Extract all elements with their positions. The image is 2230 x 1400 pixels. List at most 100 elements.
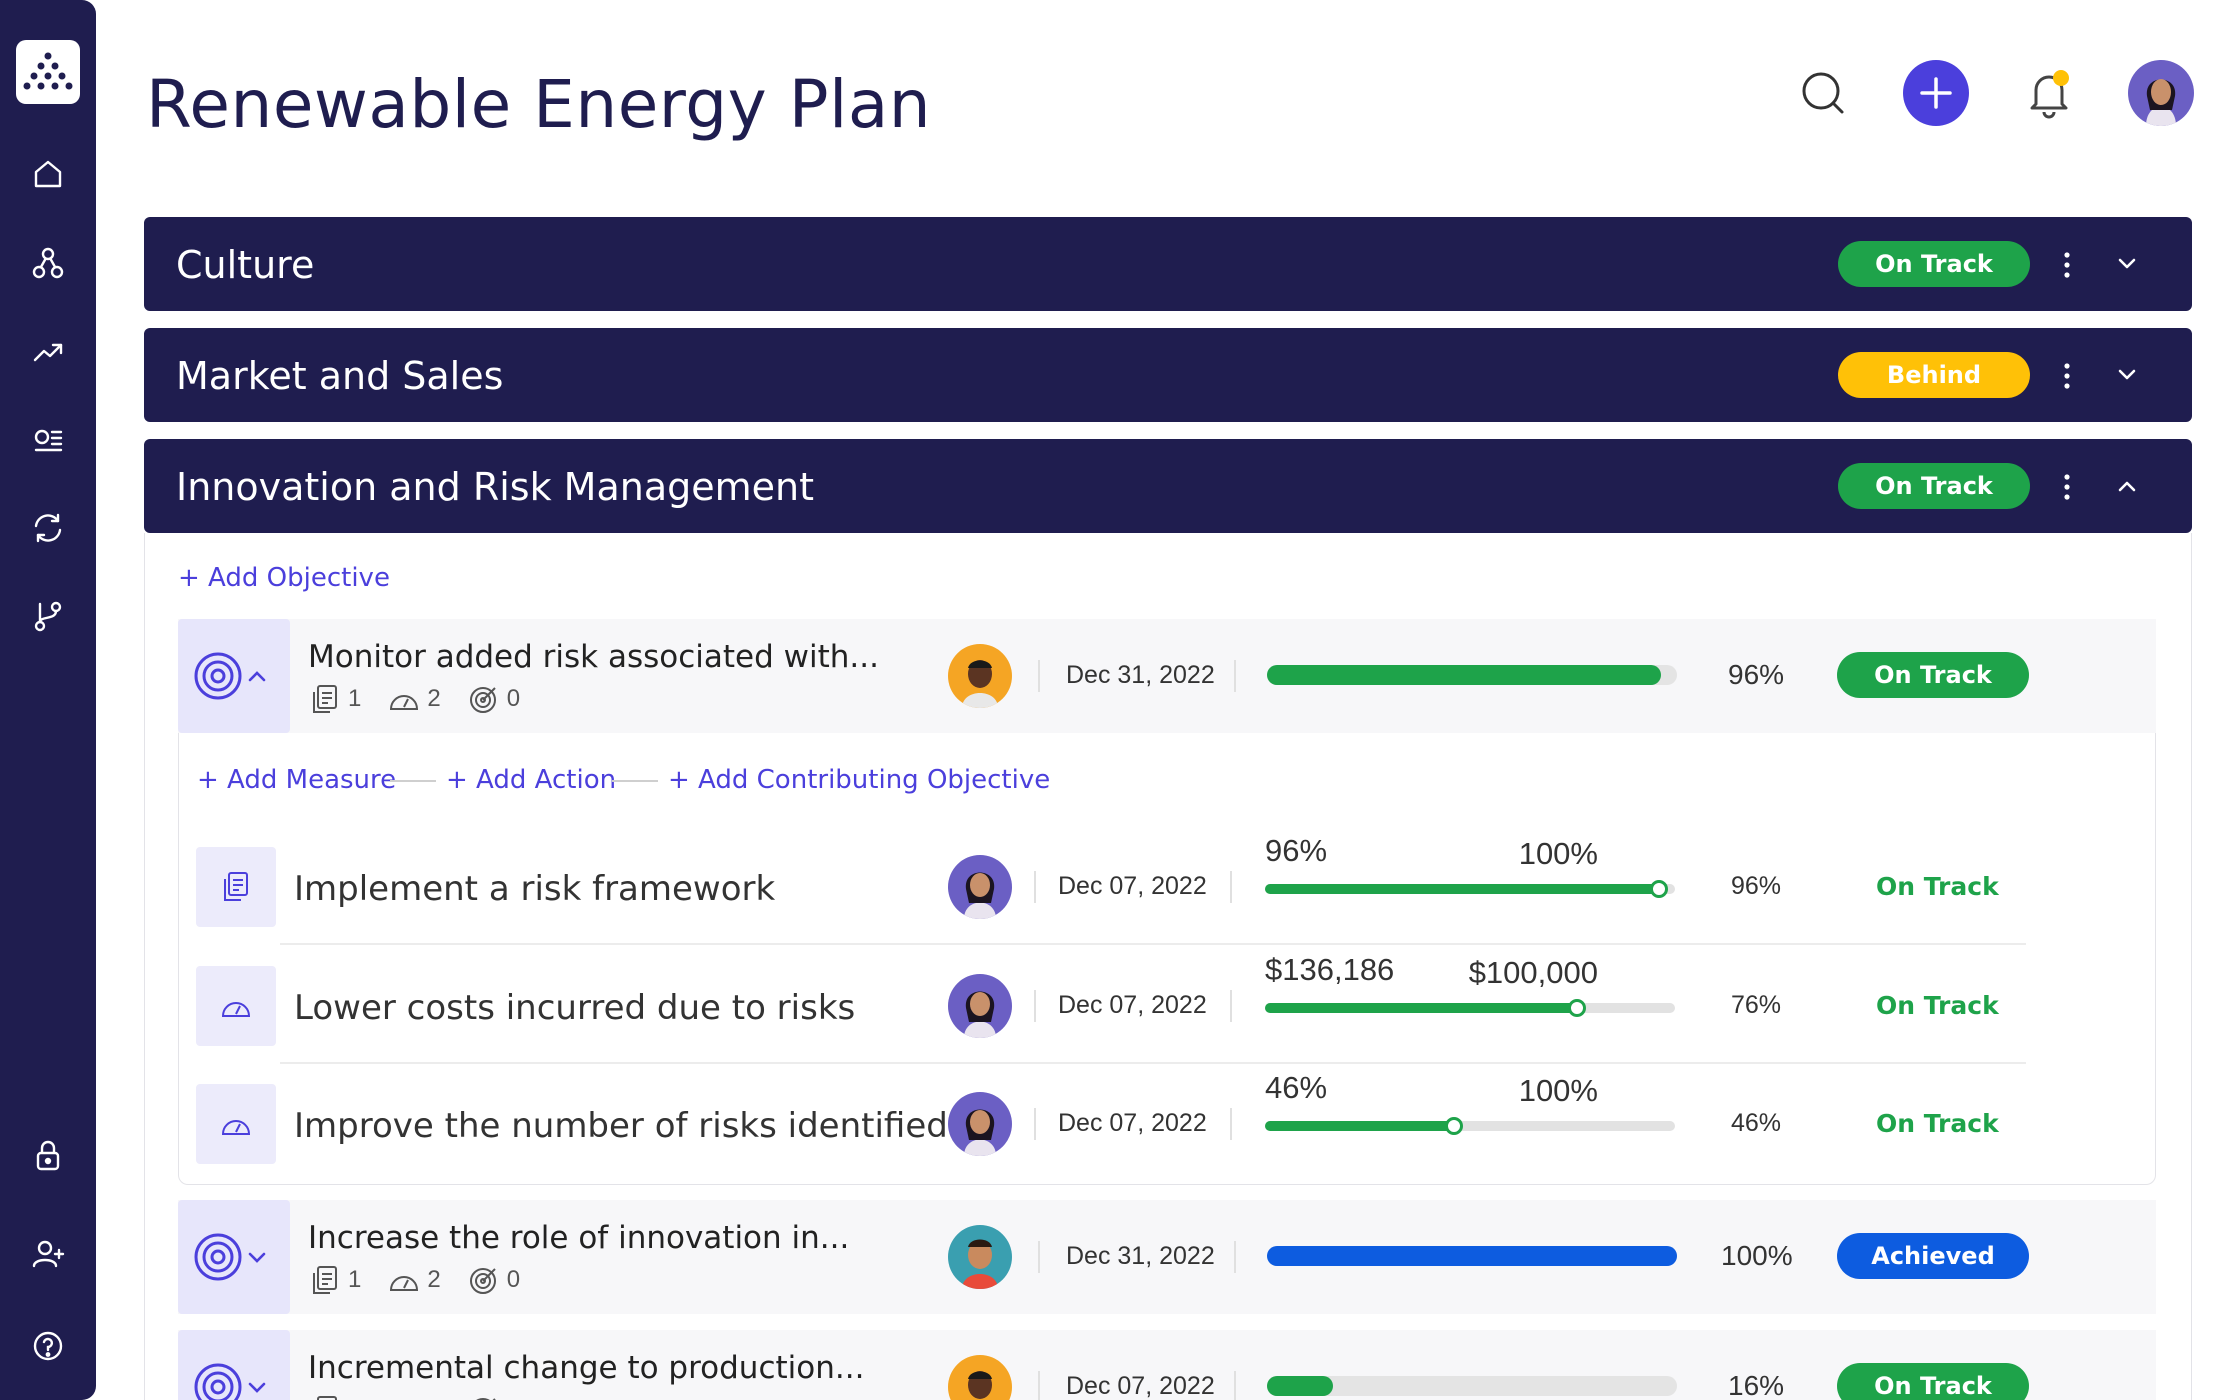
measure-current-value: $136,186 [1265, 952, 1395, 987]
target-icon [194, 652, 266, 700]
section-title: Market and Sales [176, 354, 504, 398]
add-action-link[interactable]: + Add Action [446, 765, 617, 795]
objective-progress-fill [1267, 1376, 1333, 1396]
home-icon[interactable] [28, 154, 68, 194]
objective-toggle[interactable] [178, 1330, 290, 1400]
chevron-down-icon[interactable] [2112, 249, 2142, 279]
measure-percent: 46% [1731, 1109, 1782, 1137]
measure-percent: 76% [1731, 991, 1782, 1019]
objective-row[interactable]: Incremental change to production... 1 2 … [178, 1330, 2156, 1400]
document-icon [317, 1396, 337, 1400]
gauge-icon [221, 1120, 251, 1135]
owner-avatar[interactable] [948, 1092, 1012, 1156]
measure-target-value: 100% [1518, 836, 1598, 871]
objective-date: Dec 31, 2022 [1066, 661, 1215, 689]
measure-status: On Track [1876, 991, 1999, 1020]
objective-title: Monitor added risk associated with... [308, 639, 879, 675]
add-objective-link[interactable]: + Add Objective [178, 563, 390, 593]
target-small-icon [469, 1268, 496, 1294]
section-innovation-and-risk[interactable]: Innovation and Risk Management On Track [144, 439, 2192, 533]
contributing-count: 0 [507, 1396, 520, 1400]
actions-count: 2 [427, 685, 441, 712]
owner-avatar[interactable] [948, 1355, 1012, 1400]
lock-icon[interactable] [28, 1136, 68, 1176]
status-badge: Behind [1838, 352, 2030, 398]
objective-date: Dec 31, 2022 [1066, 1242, 1215, 1270]
sync-icon[interactable] [28, 508, 68, 548]
progress-knob[interactable] [1649, 880, 1668, 898]
notification-bell-icon[interactable] [2016, 60, 2082, 126]
actions-count: 2 [427, 1396, 440, 1400]
owner-avatar[interactable] [948, 855, 1012, 919]
target-icon [194, 1233, 266, 1281]
page-title: Renewable Energy Plan [146, 66, 932, 143]
objective-progress-bar [1267, 1376, 1677, 1396]
gauge-icon [387, 1394, 421, 1400]
objective-toggle[interactable] [178, 619, 290, 733]
measure-row[interactable]: Implement a risk framework Dec 07, 2022 … [196, 833, 2026, 957]
objective-percent: 16% [1728, 1370, 1785, 1400]
section-title: Innovation and Risk Management [176, 465, 815, 509]
status-badge: On Track [1838, 463, 2030, 509]
objective-row[interactable]: Monitor added risk associated with... 1 … [178, 619, 2156, 733]
objective-progress-fill [1267, 1246, 1677, 1266]
app-logo[interactable] [16, 40, 80, 104]
measure-current-value: 46% [1265, 1070, 1328, 1105]
document-icon [224, 872, 248, 901]
owner-avatar[interactable] [948, 644, 1012, 708]
add-button[interactable] [1903, 60, 1969, 126]
list-icon[interactable] [28, 420, 68, 460]
measure-progress-bar [1265, 1117, 1675, 1135]
trending-up-icon[interactable] [28, 332, 68, 372]
owner-avatar[interactable] [948, 1225, 1012, 1289]
measure-current-value: 96% [1265, 833, 1328, 868]
objective-toggle[interactable] [178, 1200, 290, 1314]
objective-progress-bar [1267, 665, 1677, 685]
add-contributing-objective-link[interactable]: + Add Contributing Objective [668, 765, 1051, 795]
target-small-icon [475, 1398, 496, 1400]
add-user-icon[interactable] [28, 1234, 68, 1274]
more-options-icon[interactable] [2057, 247, 2077, 283]
objective-row[interactable]: Increase the role of innovation in... 1 … [178, 1200, 2156, 1314]
measure-title: Improve the number of risks identified [294, 1106, 948, 1146]
measures-count: 1 [348, 1396, 361, 1400]
objective-details [178, 733, 2156, 1185]
objective-percent: 96% [1728, 659, 1785, 690]
section-culture[interactable]: Culture On Track [144, 217, 2192, 311]
more-options-icon[interactable] [2057, 469, 2077, 505]
status-badge: Achieved [1837, 1233, 2029, 1279]
measure-status: On Track [1876, 872, 1999, 901]
measure-date: Dec 07, 2022 [1058, 1109, 1207, 1137]
hierarchy-icon[interactable] [28, 243, 68, 283]
measure-title: Implement a risk framework [294, 869, 776, 909]
help-icon[interactable] [28, 1326, 68, 1366]
section-title: Culture [176, 243, 315, 287]
user-avatar[interactable] [2128, 60, 2194, 126]
measure-date: Dec 07, 2022 [1058, 991, 1207, 1019]
target-icon [194, 1363, 266, 1400]
objective-date: Dec 07, 2022 [1066, 1372, 1215, 1400]
add-measure-link[interactable]: + Add Measure [197, 765, 397, 795]
section-market-and-sales[interactable]: Market and Sales Behind [144, 328, 2192, 422]
contributing-count: 0 [506, 1266, 521, 1293]
search-icon[interactable] [1790, 60, 1856, 126]
gauge-icon [221, 1002, 251, 1017]
measure-row[interactable]: Lower costs incurred due to risks Dec 07… [196, 952, 2026, 1076]
measures-count: 1 [348, 685, 362, 712]
progress-knob[interactable] [1444, 1117, 1463, 1135]
owner-avatar[interactable] [948, 974, 1012, 1038]
measure-row[interactable]: Improve the number of risks identified D… [196, 1070, 2026, 1194]
measure-progress-bar [1265, 880, 1675, 898]
sidebar [0, 0, 96, 1400]
branch-icon[interactable] [28, 596, 68, 636]
document-icon [313, 1266, 337, 1294]
measure-target-value: $100,000 [1468, 955, 1598, 990]
gauge-icon [390, 695, 419, 710]
measure-percent: 96% [1731, 872, 1782, 900]
progress-knob[interactable] [1567, 999, 1586, 1017]
more-options-icon[interactable] [2057, 358, 2077, 394]
target-small-icon [469, 687, 496, 713]
objective-percent: 100% [1721, 1240, 1793, 1271]
chevron-up-icon[interactable] [2112, 471, 2142, 501]
chevron-down-icon[interactable] [2112, 360, 2142, 390]
